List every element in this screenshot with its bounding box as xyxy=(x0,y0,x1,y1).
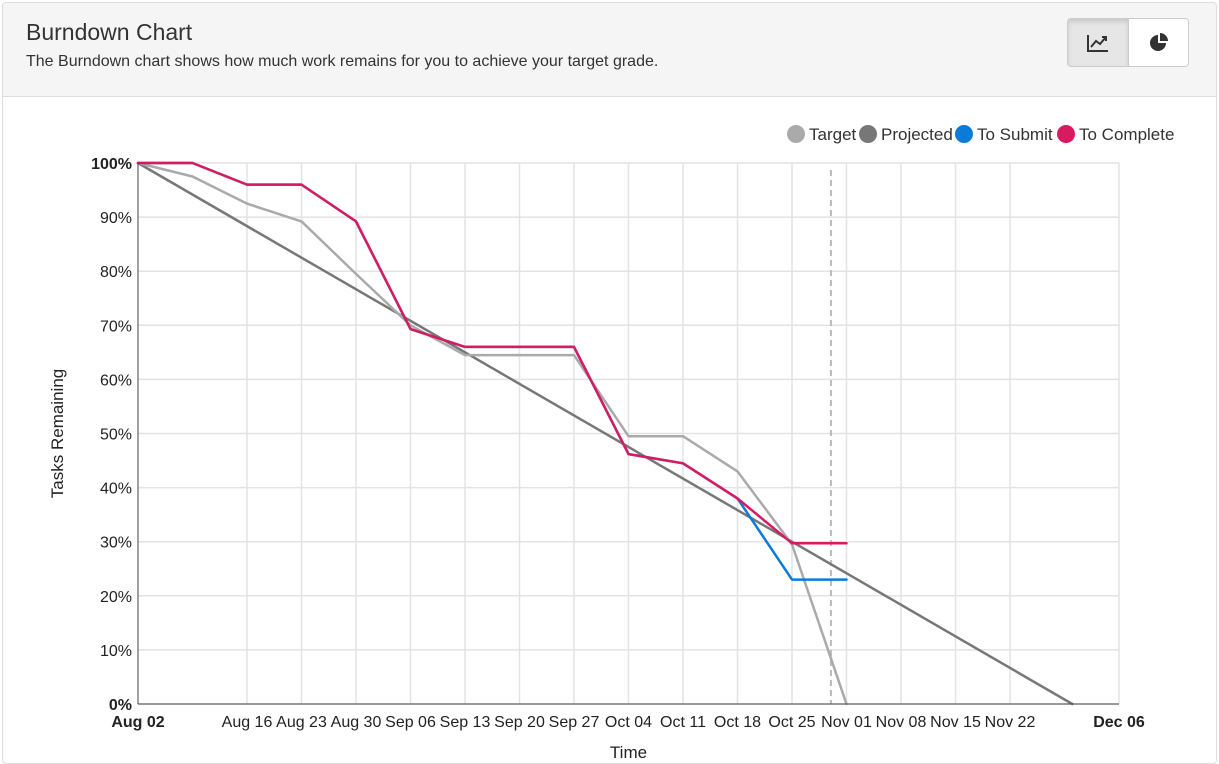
y-tick-label: 90% xyxy=(100,210,132,227)
y-tick-label: 70% xyxy=(100,318,132,335)
page-description: The Burndown chart shows how much work r… xyxy=(26,53,659,70)
y-tick-label: 10% xyxy=(100,643,132,660)
line-chart-button[interactable] xyxy=(1068,19,1128,66)
y-tick-label: 40% xyxy=(100,481,132,498)
x-tick-label: Nov 01 xyxy=(821,714,872,731)
page-title: Burndown Chart xyxy=(26,19,193,45)
legend-label: To Complete xyxy=(1079,125,1174,144)
series-line-to-complete xyxy=(136,161,848,545)
x-tick-label: Nov 15 xyxy=(930,714,981,731)
legend-label: To Submit xyxy=(977,125,1053,144)
x-tick-label: Aug 23 xyxy=(276,714,327,731)
x-tick-label: Oct 04 xyxy=(605,714,652,731)
y-tick-label: 30% xyxy=(100,535,132,552)
legend-swatch xyxy=(955,125,973,143)
x-tick-label: Sep 13 xyxy=(440,714,491,731)
line-chart-icon xyxy=(1087,34,1108,52)
legend-item-projected: Projected xyxy=(859,125,953,144)
x-tick-label: Dec 06 xyxy=(1093,714,1145,731)
y-tick-label: 50% xyxy=(100,427,132,444)
y-tick-label: 80% xyxy=(100,264,132,281)
legend-item-to-complete: To Complete xyxy=(1057,125,1174,144)
y-axis-title: Tasks Remaining xyxy=(48,369,67,498)
chart-type-toggle xyxy=(1067,18,1189,67)
x-tick-label: Oct 18 xyxy=(714,714,761,731)
legend-label: Projected xyxy=(881,125,953,144)
legend-swatch xyxy=(859,125,877,143)
x-tick-label: Aug 30 xyxy=(331,714,382,731)
pie-chart-button[interactable] xyxy=(1128,19,1188,66)
y-tick-label: 100% xyxy=(91,156,132,173)
legend-swatch xyxy=(1057,125,1075,143)
x-tick-label: Oct 11 xyxy=(660,714,706,731)
x-tick-label: Aug 02 xyxy=(111,714,164,731)
x-tick-label: Sep 06 xyxy=(385,714,436,731)
legend-item-target: Target xyxy=(787,125,857,144)
x-tick-label: Nov 08 xyxy=(876,714,927,731)
x-tick-label: Nov 22 xyxy=(985,714,1036,731)
legend-label: Target xyxy=(809,125,857,144)
y-tick-label: 0% xyxy=(109,697,132,714)
legend-item-to-submit: To Submit xyxy=(955,125,1053,144)
pie-chart-icon xyxy=(1149,32,1168,51)
series-line-projected xyxy=(136,161,1074,706)
x-tick-label: Sep 20 xyxy=(494,714,545,731)
x-tick-label: Oct 25 xyxy=(768,714,815,731)
legend-swatch xyxy=(787,125,805,143)
y-tick-label: 20% xyxy=(100,589,132,606)
series-line-target xyxy=(136,161,848,706)
x-axis-title: Time xyxy=(610,743,647,762)
panel-header: Burndown Chart The Burndown chart shows … xyxy=(3,3,1216,97)
x-tick-label: Sep 27 xyxy=(549,714,600,731)
x-tick-label: Aug 16 xyxy=(222,714,273,731)
y-tick-label: 60% xyxy=(100,372,132,389)
